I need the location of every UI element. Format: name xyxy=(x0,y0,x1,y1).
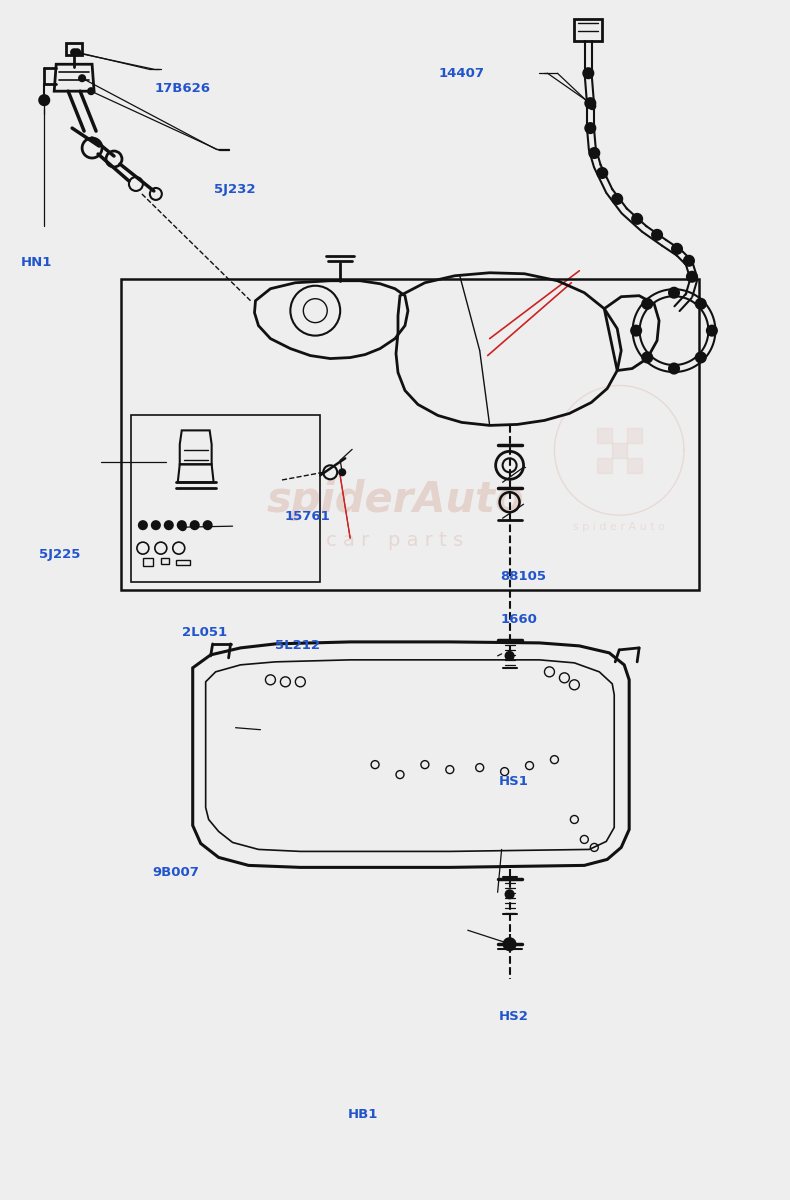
Text: 1660: 1660 xyxy=(501,613,537,625)
Bar xyxy=(161,558,169,564)
Circle shape xyxy=(506,890,514,899)
Circle shape xyxy=(632,214,642,224)
Text: HS1: HS1 xyxy=(499,775,529,788)
Text: 9B007: 9B007 xyxy=(152,866,199,880)
Circle shape xyxy=(631,325,641,336)
Text: HN1: HN1 xyxy=(21,256,52,269)
Circle shape xyxy=(204,521,212,529)
Text: 14407: 14407 xyxy=(438,67,484,79)
Text: 2L051: 2L051 xyxy=(182,626,228,638)
Text: 88105: 88105 xyxy=(501,570,547,582)
Text: 5J225: 5J225 xyxy=(40,548,81,562)
Circle shape xyxy=(503,938,516,950)
Circle shape xyxy=(642,353,653,362)
Circle shape xyxy=(672,244,682,254)
Circle shape xyxy=(585,124,596,133)
Bar xyxy=(627,458,642,473)
Circle shape xyxy=(687,271,697,282)
Text: c a r   p a r t s: c a r p a r t s xyxy=(326,530,464,550)
Circle shape xyxy=(684,256,694,265)
Circle shape xyxy=(589,103,596,109)
Circle shape xyxy=(339,469,345,475)
Circle shape xyxy=(71,49,77,55)
Circle shape xyxy=(506,652,514,660)
Circle shape xyxy=(585,98,596,108)
Circle shape xyxy=(79,76,85,82)
Text: 17B626: 17B626 xyxy=(155,83,211,95)
Circle shape xyxy=(152,521,160,529)
Circle shape xyxy=(74,49,80,55)
Circle shape xyxy=(696,353,705,362)
Circle shape xyxy=(40,95,49,106)
Text: 5L212: 5L212 xyxy=(276,638,320,652)
Bar xyxy=(612,443,627,458)
Circle shape xyxy=(583,68,593,78)
Circle shape xyxy=(696,299,705,308)
Text: 15761: 15761 xyxy=(284,510,330,523)
Circle shape xyxy=(707,325,717,336)
Text: spiderAuto: spiderAuto xyxy=(266,479,524,521)
Circle shape xyxy=(612,194,623,204)
Circle shape xyxy=(642,299,653,308)
Circle shape xyxy=(669,288,679,298)
Circle shape xyxy=(180,524,186,530)
Circle shape xyxy=(597,168,608,178)
Bar xyxy=(574,19,602,41)
Bar xyxy=(597,458,612,473)
Circle shape xyxy=(589,148,600,158)
Bar xyxy=(143,558,152,566)
Circle shape xyxy=(652,230,662,240)
Text: s p i d e r A u t o: s p i d e r A u t o xyxy=(574,522,665,532)
Circle shape xyxy=(669,364,679,373)
Circle shape xyxy=(178,521,186,529)
Circle shape xyxy=(88,88,94,94)
Text: 5J232: 5J232 xyxy=(214,182,255,196)
Bar xyxy=(597,428,612,443)
Circle shape xyxy=(587,100,593,106)
Bar xyxy=(66,43,82,55)
Circle shape xyxy=(165,521,173,529)
Bar xyxy=(627,428,642,443)
Circle shape xyxy=(139,521,147,529)
Text: HB1: HB1 xyxy=(348,1109,378,1121)
Circle shape xyxy=(190,521,199,529)
Bar xyxy=(175,560,190,565)
Text: HS2: HS2 xyxy=(499,1010,529,1024)
